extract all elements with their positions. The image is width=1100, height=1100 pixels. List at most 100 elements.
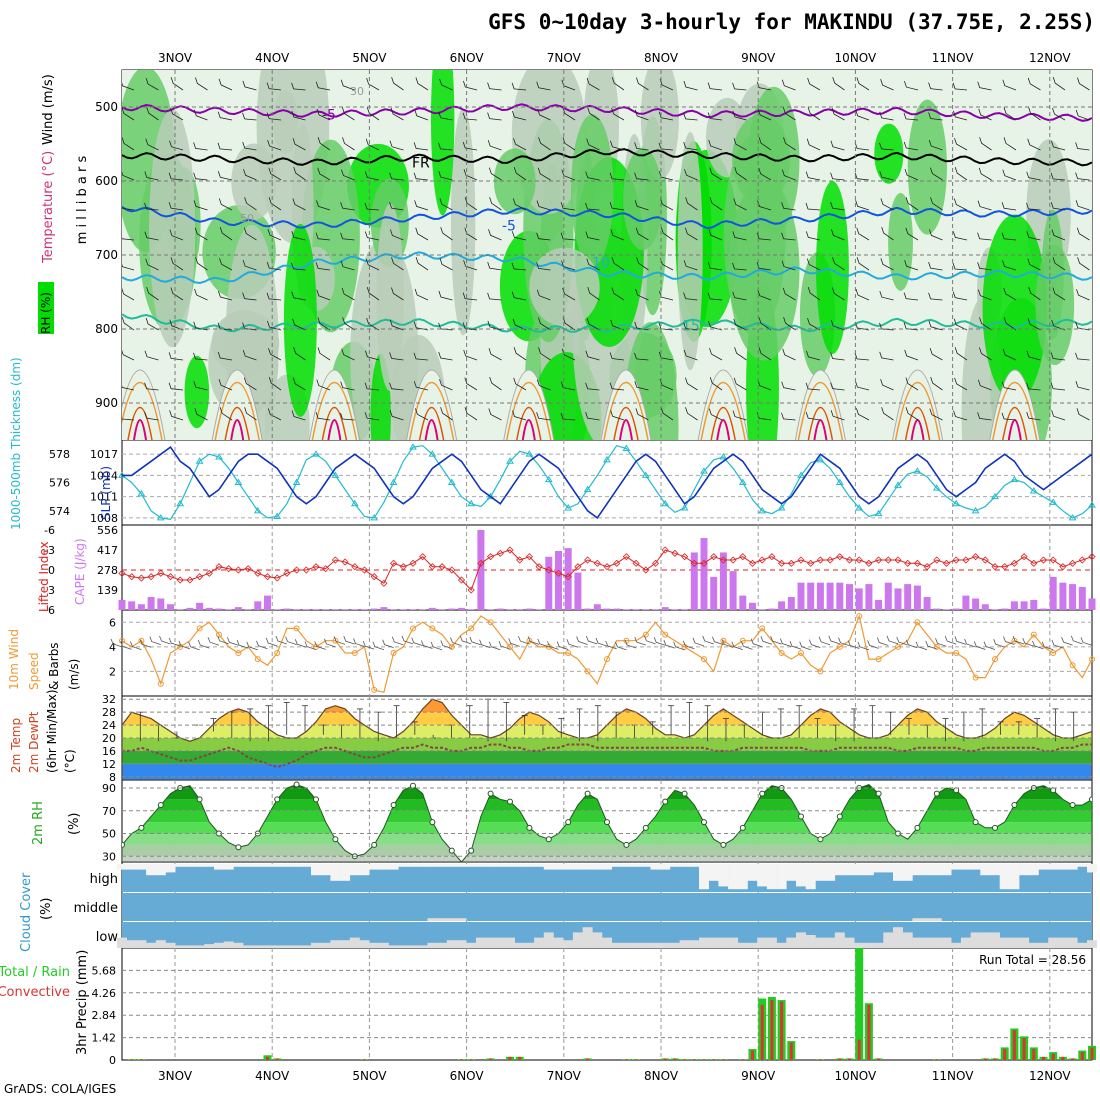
- precip-convective-bar: [760, 1004, 764, 1060]
- cape-bar: [884, 582, 892, 610]
- cloud-cell-high: [679, 864, 690, 867]
- li-point: [593, 559, 601, 567]
- cape-bar: [331, 609, 339, 610]
- isotherm-hot: [710, 406, 736, 440]
- wind-barb: [243, 169, 257, 181]
- cloud-cell-low: [844, 937, 855, 948]
- li-tick-label: -6: [44, 524, 55, 537]
- wind-barb: [341, 169, 355, 181]
- wind-barb: [488, 348, 502, 361]
- cloud-cell-low: [475, 937, 486, 948]
- rh-shade-blob: [816, 180, 849, 354]
- li-tick-label: 6: [48, 604, 55, 617]
- cape-bar: [1059, 582, 1067, 610]
- wind-barb-10m: [120, 641, 132, 650]
- wind-barb: [585, 350, 600, 361]
- li-point: [613, 559, 621, 567]
- rh-point: [390, 802, 397, 809]
- cloud-cell-low: [737, 942, 748, 948]
- wind-barb: [953, 198, 968, 211]
- precip-convective-bar: [275, 1058, 279, 1060]
- wind-barb: [855, 200, 870, 211]
- wind-barb: [243, 377, 257, 391]
- isotherm-warm: [992, 381, 1038, 440]
- wind-barb: [488, 408, 502, 421]
- wind-barb: [1026, 350, 1041, 361]
- cape-bar: [419, 609, 427, 610]
- rh-point: [759, 790, 766, 797]
- li-point: [719, 556, 727, 564]
- rh-shade-blob: [273, 90, 298, 154]
- wind-barb: [293, 347, 306, 361]
- wind-barb: [1075, 142, 1090, 151]
- li-point: [1049, 556, 1057, 564]
- thickness-point: [971, 506, 980, 514]
- li-point: [1088, 553, 1096, 561]
- wind-barb: [562, 137, 576, 151]
- precip-convective-bar: [1061, 1056, 1065, 1060]
- cloud-cell-high: [805, 864, 816, 890]
- wind-barb: [438, 351, 453, 361]
- li-point: [865, 559, 873, 567]
- date-label-bottom: 8NOV: [644, 1069, 679, 1083]
- li-point: [1010, 559, 1018, 567]
- cape-bar: [545, 556, 553, 610]
- cape-bar: [661, 607, 669, 610]
- wind-barb: [929, 408, 943, 421]
- wind-barb-10m: [576, 636, 588, 645]
- cloud-cell-low: [951, 942, 962, 948]
- precip-convective-bar: [780, 1001, 784, 1060]
- precip-convective-bar: [751, 1050, 754, 1060]
- precip-convective-bar: [363, 1059, 366, 1060]
- cloud-cell-low: [252, 945, 263, 948]
- cloud-cell-low: [621, 942, 632, 948]
- wind-barb: [170, 257, 184, 271]
- li-point: [671, 549, 679, 557]
- precip-convective-bar: [993, 1058, 997, 1060]
- cloud-cell-low: [534, 937, 545, 948]
- precip-convective-bar: [663, 1058, 667, 1060]
- wind-speed-point: [526, 637, 533, 644]
- li-point: [166, 573, 175, 581]
- cloud-cell-high: [1048, 864, 1059, 870]
- rh-contour-label: 50: [240, 212, 254, 225]
- wind-speed-point: [371, 686, 378, 693]
- wind-barb: [316, 289, 331, 301]
- wind-barb: [364, 382, 380, 391]
- wind-barb: [708, 408, 723, 421]
- wind-barb: [903, 112, 919, 121]
- cape-bar: [157, 598, 165, 610]
- wind-barb: [928, 292, 943, 301]
- cloud-cell-high: [582, 864, 593, 870]
- pressure-tick-label: 500: [95, 100, 118, 114]
- wind-barb: [193, 109, 208, 121]
- precip-convective-bar: [634, 1059, 638, 1060]
- cloud-cell-high: [1067, 864, 1078, 870]
- wind-barb-10m: [867, 640, 879, 649]
- cape-bar: [1088, 598, 1096, 610]
- wind-barb: [807, 317, 821, 331]
- cape-bar: [399, 609, 407, 610]
- wind-barb: [954, 137, 968, 151]
- cloud-cell-low: [786, 937, 797, 948]
- cloud-cell-high: [602, 864, 612, 870]
- wind-barb-10m: [188, 641, 200, 651]
- wind-barb: [538, 347, 551, 361]
- thickness-point: [331, 471, 340, 478]
- cape-bar: [749, 602, 756, 610]
- li-point: [147, 573, 155, 581]
- wind-barb-10m: [915, 641, 928, 651]
- wind-barb: [340, 202, 355, 211]
- wind-barb: [952, 262, 968, 271]
- wind-barb: [1001, 412, 1017, 421]
- wind-barb: [732, 231, 747, 241]
- cape-bar: [981, 604, 989, 610]
- wind-speed-point: [914, 619, 921, 626]
- thickness-point: [952, 499, 961, 507]
- wind-barb: [707, 112, 723, 121]
- rh-shade-blob: [982, 214, 1047, 402]
- wind-barb-10m: [566, 639, 579, 648]
- rh-band: [122, 844, 1092, 857]
- cloud-cell-low: [485, 937, 496, 948]
- wind-barb: [489, 376, 502, 391]
